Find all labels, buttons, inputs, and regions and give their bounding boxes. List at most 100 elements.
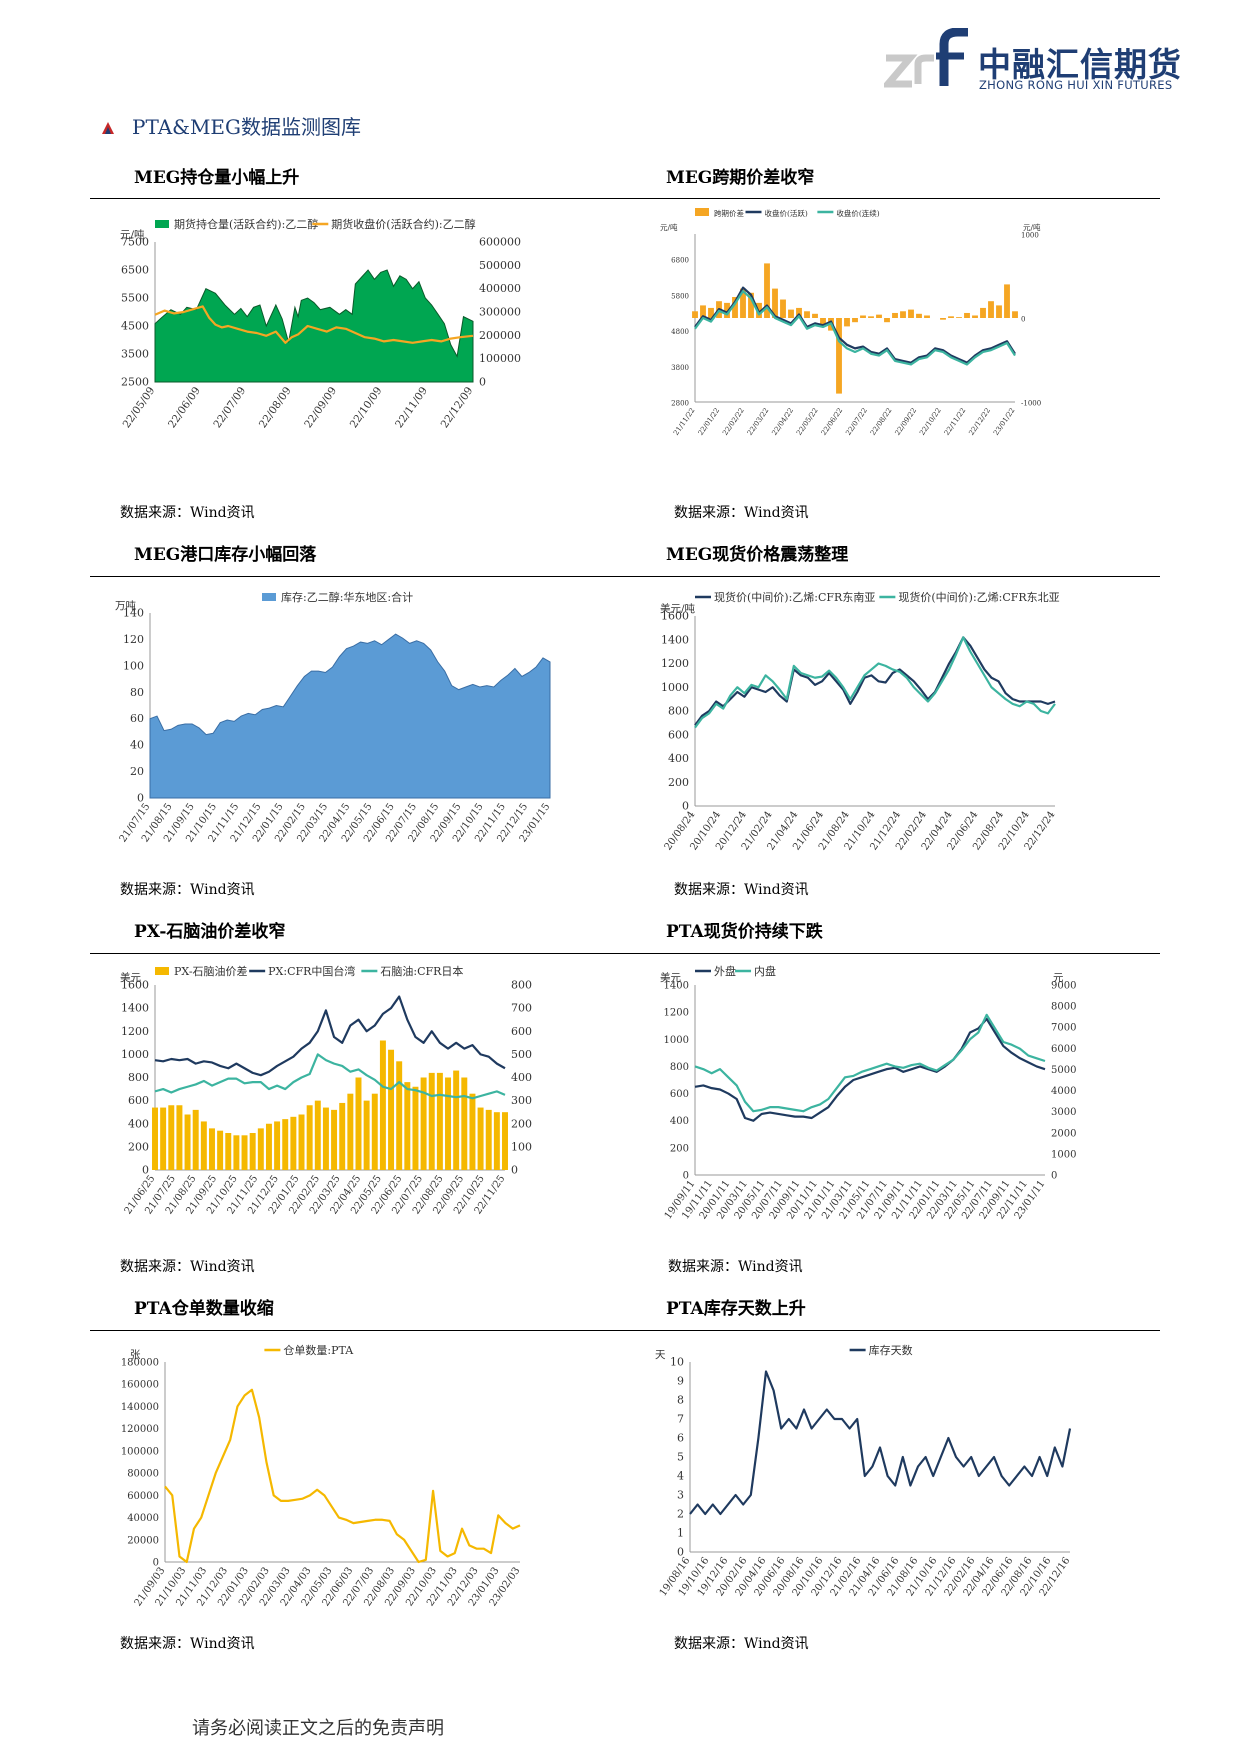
bar xyxy=(379,1040,386,1170)
y-tick-label-right: 0 xyxy=(1021,316,1025,324)
divider-row-3 xyxy=(90,953,1160,954)
y-axis-unit-left: 美元 xyxy=(660,971,681,984)
y-tick-label: 60 xyxy=(130,712,144,725)
legend-label: 库存天数 xyxy=(869,1343,913,1357)
y-tick-label: 2800 xyxy=(671,400,689,408)
source-note: 数据来源：Wind资讯 xyxy=(668,1259,803,1275)
y-tick-label-right: -1000 xyxy=(1021,400,1041,408)
y-axis-unit-left: 元/吨 xyxy=(660,222,678,232)
bar xyxy=(208,1128,215,1170)
bar xyxy=(485,1109,492,1170)
y-axis-unit-right: 元/吨 xyxy=(1023,222,1041,232)
y-tick-label: 0 xyxy=(683,1171,689,1182)
source-note: 数据来源：Wind资讯 xyxy=(120,1259,255,1275)
x-tick-label: 22/06/22 xyxy=(820,407,845,437)
x-tick-label: 22/01/22 xyxy=(697,407,722,437)
section-bullet-icon xyxy=(102,122,114,134)
bar xyxy=(900,311,906,318)
y-tick-label: 7500 xyxy=(121,236,149,249)
bar xyxy=(948,316,954,318)
y-tick-label-right: 7000 xyxy=(1051,1023,1076,1034)
bar xyxy=(233,1135,240,1170)
y-tick-label: 200 xyxy=(670,1143,689,1154)
bar xyxy=(700,305,706,318)
bar xyxy=(748,292,754,318)
y-tick-label: 0 xyxy=(137,792,144,805)
bar xyxy=(331,1109,338,1170)
bar xyxy=(477,1107,484,1170)
y-tick-label: 40 xyxy=(130,739,144,752)
bar xyxy=(820,318,826,325)
line-series xyxy=(694,636,1056,726)
y-axis-unit-right: 元 xyxy=(1053,972,1064,984)
y-axis-unit-left: 美元/吨 xyxy=(660,602,696,615)
bar xyxy=(453,1070,460,1170)
chart-meg-spot-price: 现货价(中间价):乙烯:CFR东南亚 现货价(中间价):乙烯:CFR东北亚美元/吨… xyxy=(660,590,1060,853)
source-note: 数据来源：Wind资讯 xyxy=(674,1636,809,1652)
y-tick-label-right: 1000 xyxy=(1021,232,1039,240)
bar xyxy=(322,1107,329,1170)
bar xyxy=(192,1109,199,1170)
bar xyxy=(265,1123,272,1170)
bar xyxy=(298,1114,305,1170)
chart-title-px-naphtha-spread: PX-石脑油价差收窄 xyxy=(134,922,286,942)
divider-row-4 xyxy=(90,1330,1160,1331)
y-axis-unit-left: 万吨 xyxy=(115,599,136,612)
y-tick-label: 200 xyxy=(668,776,689,789)
section-title: PTA&MEG数据监测图库 xyxy=(132,115,362,139)
legend-swatch xyxy=(155,967,169,975)
x-tick-label: 22/11/22 xyxy=(943,407,968,437)
bar xyxy=(436,1072,443,1170)
x-tick-label: 22/05/22 xyxy=(795,407,820,437)
bar xyxy=(363,1100,370,1170)
y-tick-label: 400 xyxy=(128,1117,149,1130)
bar xyxy=(1004,284,1010,318)
bar xyxy=(225,1133,232,1170)
y-tick-label-right: 200000 xyxy=(479,329,521,342)
x-tick-label: 22/06/09 xyxy=(166,385,203,431)
bar xyxy=(371,1093,378,1170)
y-tick-label: 1400 xyxy=(664,981,689,992)
bar xyxy=(290,1116,297,1170)
y-tick-label-right: 6000 xyxy=(1051,1044,1076,1055)
y-tick-label: 4500 xyxy=(121,320,149,333)
x-tick-label: 21/11/22 xyxy=(672,407,697,437)
bar xyxy=(852,318,858,323)
line-series xyxy=(694,1017,1046,1122)
x-tick-label: 23/01/22 xyxy=(992,407,1017,437)
line-series xyxy=(164,1388,521,1564)
bar xyxy=(274,1121,281,1170)
source-note: 数据来源：Wind资讯 xyxy=(674,505,809,521)
line-series xyxy=(154,995,506,1077)
bar xyxy=(724,302,730,318)
legend-swatch xyxy=(262,593,276,601)
legend-label: 收盘价(连续) xyxy=(836,208,879,218)
footer-disclaimer: 请务必阅读正文之后的免责声明 xyxy=(192,1718,444,1739)
x-tick-label: 22/10/09 xyxy=(348,385,385,431)
bar xyxy=(160,1107,167,1170)
y-tick-label: 1000 xyxy=(664,1035,689,1046)
y-tick-label: 800 xyxy=(670,1062,689,1073)
bar xyxy=(908,309,914,318)
legend-label: 内盘 xyxy=(754,964,776,978)
y-tick-label: 1200 xyxy=(661,657,689,670)
bar xyxy=(836,318,842,394)
y-tick-label: 140000 xyxy=(121,1402,159,1413)
company-logo-cn: 中融汇信期货 xyxy=(978,45,1182,84)
source-note: 数据来源：Wind资讯 xyxy=(674,882,809,898)
y-tick-label: 6 xyxy=(677,1432,684,1445)
chart-title-pta-spot-price: PTA现货价持续下跌 xyxy=(666,922,823,942)
y-tick-label: 160000 xyxy=(121,1380,159,1391)
bar xyxy=(404,1082,411,1170)
bar xyxy=(469,1093,476,1170)
y-tick-label: 5 xyxy=(677,1451,684,1464)
y-tick-label-right: 3000 xyxy=(1051,1107,1076,1118)
x-tick-label: 22/08/22 xyxy=(869,407,894,437)
bar xyxy=(282,1119,289,1170)
bar xyxy=(396,1061,403,1170)
legend-swatch xyxy=(695,208,709,216)
y-tick-label: 600 xyxy=(128,1094,149,1107)
source-note: 数据来源：Wind资讯 xyxy=(120,882,255,898)
chart-title-pta-inventory-days: PTA库存天数上升 xyxy=(666,1299,806,1319)
bar xyxy=(306,1105,313,1170)
